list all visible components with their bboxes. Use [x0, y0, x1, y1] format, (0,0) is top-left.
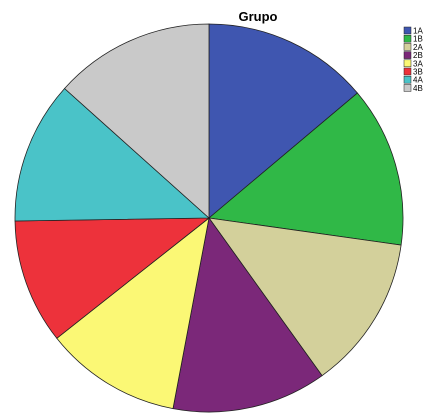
pie-slice-4b: [63, 23, 210, 219]
pie-slice-2b: [172, 217, 323, 413]
legend-label-3a: 3A: [413, 59, 423, 68]
legend-swatch-2a: [403, 43, 412, 51]
pie-slice-1a: [208, 23, 358, 219]
legend-swatch-3b: [403, 67, 412, 76]
legend-label-1b: 1B: [413, 35, 423, 44]
pie-slice-2a: [208, 217, 402, 377]
legend-swatch-4a: [403, 75, 412, 84]
legend-swatch-4b: [403, 84, 412, 92]
legend-label-3b: 3B: [413, 68, 423, 77]
pie-slice-3a: [56, 217, 210, 410]
pie-slices: [14, 23, 404, 413]
pie-slice-3b: [14, 217, 211, 339]
legend-label-2a: 2A: [413, 43, 423, 52]
legend-label-4b: 4B: [413, 84, 423, 93]
legend-swatch-3a: [403, 59, 412, 68]
legend-label-1a: 1A: [413, 27, 423, 36]
legend-label-4a: 4A: [413, 76, 423, 85]
pie-slice-4a: [14, 87, 211, 222]
legend-swatch-1a: [403, 26, 412, 35]
legend-swatch-2b: [403, 51, 412, 59]
pie-slice-1b: [208, 92, 404, 246]
legend-label-2b: 2B: [413, 51, 423, 60]
legend-swatch-1b: [403, 34, 412, 43]
chart-title: Grupo: [239, 9, 278, 24]
